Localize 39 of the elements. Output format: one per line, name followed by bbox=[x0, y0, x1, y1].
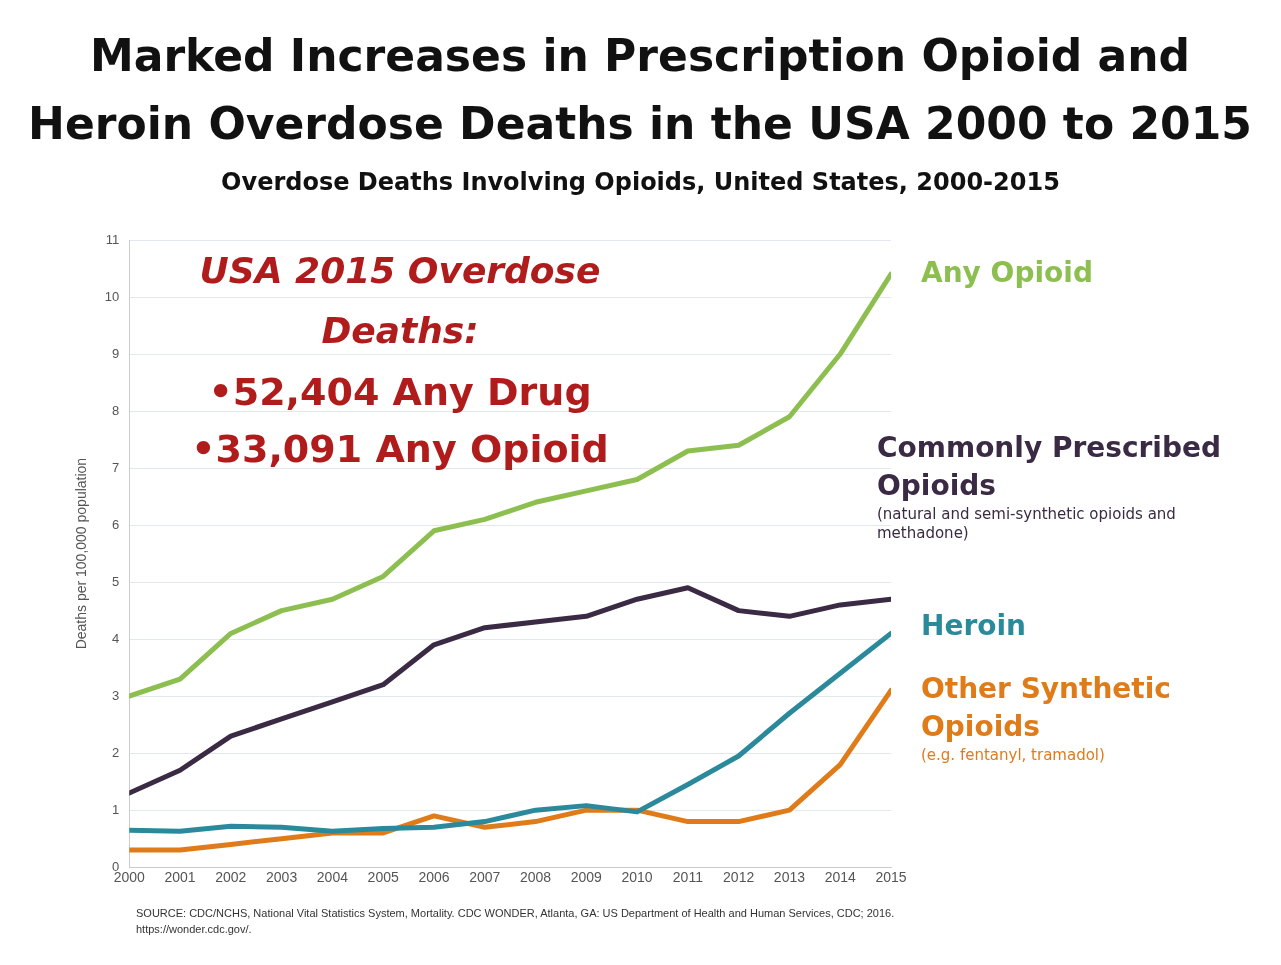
y-tick-label: 2 bbox=[112, 744, 120, 760]
y-tick-label: 3 bbox=[112, 687, 120, 703]
series-label: Any Opioid bbox=[921, 256, 1093, 290]
x-tick-label: 2010 bbox=[621, 869, 653, 886]
series-label: Other Synthetic Opioids bbox=[921, 672, 1171, 744]
text: Commonly Prescribed Opioids bbox=[877, 431, 1221, 503]
chart-title: Marked Increases in Prescription Opioid and Heroin Overdose Deaths in the USA 2000 to 2015 bbox=[27, 29, 1253, 151]
x-tick-label: 2004 bbox=[316, 869, 349, 886]
x-tick-label: 2009 bbox=[570, 869, 603, 886]
y-tick-label: 10 bbox=[104, 288, 120, 304]
annotation: •52,404 Any Drug bbox=[208, 370, 592, 414]
x-tick-label: 2008 bbox=[519, 869, 552, 886]
y-tick-label: 7 bbox=[112, 459, 120, 475]
text: (e.g. fentanyl, tramadol) bbox=[921, 746, 1105, 765]
x-tick-label: 2014 bbox=[824, 869, 856, 886]
y-tick-label: 5 bbox=[112, 573, 120, 589]
y-axis-title: Deaths per 100,000 population bbox=[73, 457, 90, 650]
source-note: SOURCE: CDC/NCHS, National Vital Statistics System, Mortality. CDC WONDER, Atlanta, GA: US Department of Health and Human Services, CDC; 2016. https://wonder.cdc.gov/. bbox=[136, 906, 896, 937]
x-tick-label: 2015 bbox=[875, 869, 907, 886]
chart-subtitle: Overdose Deaths Involving Opioids, United States, 2000-2015 bbox=[220, 168, 1061, 196]
x-tick-label: 2001 bbox=[164, 869, 196, 886]
annotation: •33,091 Any Opioid bbox=[191, 427, 609, 471]
y-tick-label: 6 bbox=[112, 516, 120, 532]
x-tick-label: 2003 bbox=[266, 869, 298, 886]
x-tick-label: 2005 bbox=[367, 869, 399, 886]
y-tick-label: 1 bbox=[112, 801, 120, 817]
y-tick-label: 4 bbox=[112, 630, 120, 646]
series-label: Heroin bbox=[921, 609, 1026, 643]
annotation: USA 2015 Overdose Deaths: bbox=[199, 250, 601, 351]
x-tick-label: 2002 bbox=[215, 869, 247, 886]
x-tick-label: 2006 bbox=[418, 869, 450, 886]
x-tick-label: 2007 bbox=[469, 869, 501, 886]
y-tick-label: 9 bbox=[112, 345, 120, 361]
y-tick-label: 11 bbox=[105, 231, 120, 247]
x-tick-label: 2013 bbox=[773, 869, 806, 886]
x-tick-label: 2012 bbox=[723, 869, 755, 886]
annotation: (natural and semi-synthetic opioids and methadone) bbox=[877, 505, 1176, 543]
y-tick-label: 8 bbox=[112, 402, 120, 418]
x-tick-label: 2011 bbox=[672, 869, 704, 886]
